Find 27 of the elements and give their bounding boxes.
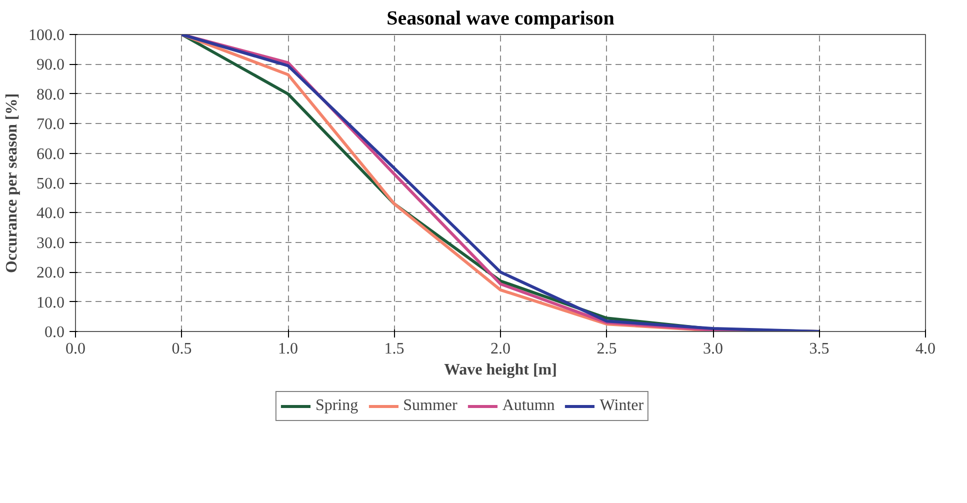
y-tick-label: 20.0	[36, 264, 64, 282]
chart-title: Seasonal wave comparison	[386, 8, 614, 30]
y-tick-label: 0.0	[44, 324, 64, 341]
x-axis-title: Wave height [m]	[444, 362, 557, 378]
x-tick-label: 1.5	[384, 340, 404, 358]
y-tick-label: 90.0	[36, 56, 64, 74]
legend-label: Autumn	[502, 397, 555, 415]
y-tick-label: 10.0	[36, 294, 64, 312]
y-tick-label: 60.0	[36, 146, 64, 163]
x-tick-label: 4.0	[916, 340, 936, 358]
y-tick-label: 30.0	[36, 234, 64, 252]
x-tick-label: 2.0	[490, 340, 510, 358]
x-tick-label: 1.0	[278, 340, 298, 358]
legend-label: Winter	[600, 397, 644, 415]
y-tick-label: 50.0	[36, 176, 64, 192]
y-tick-label: 70.0	[36, 116, 64, 134]
y-tick-label: 80.0	[36, 86, 64, 104]
x-tick-label: 0.0	[66, 340, 86, 358]
x-tick-label: 3.0	[703, 340, 723, 358]
legend-label: Summer	[403, 397, 458, 415]
legend-label: Spring	[315, 397, 358, 415]
x-tick-label: 0.5	[172, 340, 192, 358]
y-tick-label: 100.0	[28, 27, 64, 44]
y-tick-label: 40.0	[36, 205, 64, 222]
y-axis-title: Occurance per season [%]	[4, 93, 20, 273]
x-tick-label: 3.5	[809, 340, 830, 358]
x-tick-label: 2.5	[596, 340, 617, 358]
